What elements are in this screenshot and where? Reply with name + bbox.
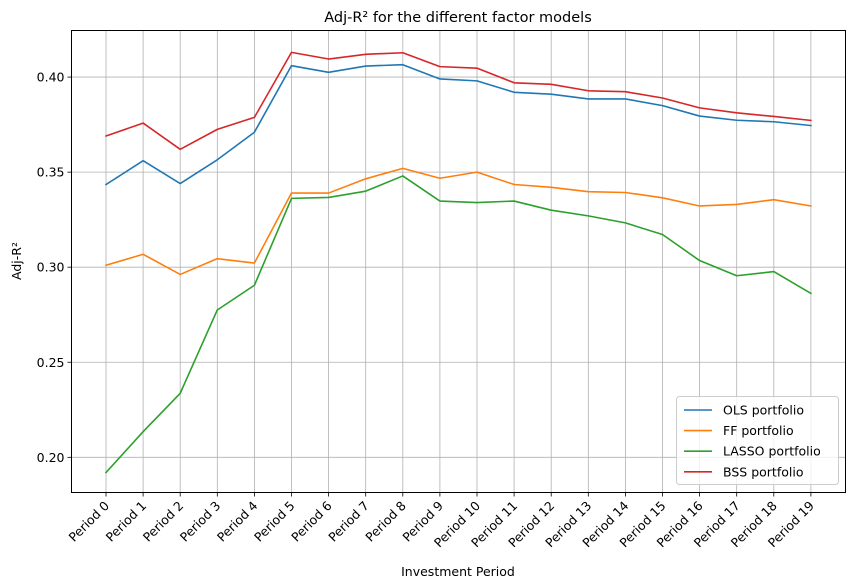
series-line	[104, 63, 812, 186]
y-tick-label: 0.25	[37, 355, 65, 370]
y-axis-title: Adj-R²	[9, 242, 24, 280]
legend: OLS portfolio FF portfolio LASSO portfolio…	[676, 396, 839, 485]
legend-label: BSS portfolio	[723, 464, 803, 479]
legend-label: FF portfolio	[723, 423, 794, 438]
series-line	[104, 175, 812, 474]
y-axis: 0.20 0.25 0.30 0.35 0.40	[37, 70, 72, 465]
y-tick-label: 0.35	[37, 165, 65, 180]
series-line	[105, 167, 812, 276]
chart-title: Adj-R² for the different factor models	[324, 10, 592, 26]
series-lines	[104, 51, 812, 474]
plot-frame	[71, 30, 846, 493]
y-tick-label: 0.40	[37, 70, 65, 85]
y-tick-label: 0.30	[37, 260, 65, 275]
x-axis-title: Investment Period	[401, 564, 515, 579]
y-tick-label: 0.20	[37, 450, 65, 465]
legend-label: LASSO portfolio	[723, 444, 821, 459]
legend-label: OLS portfolio	[723, 403, 804, 418]
legend-box	[676, 396, 839, 485]
series-line	[104, 51, 812, 151]
